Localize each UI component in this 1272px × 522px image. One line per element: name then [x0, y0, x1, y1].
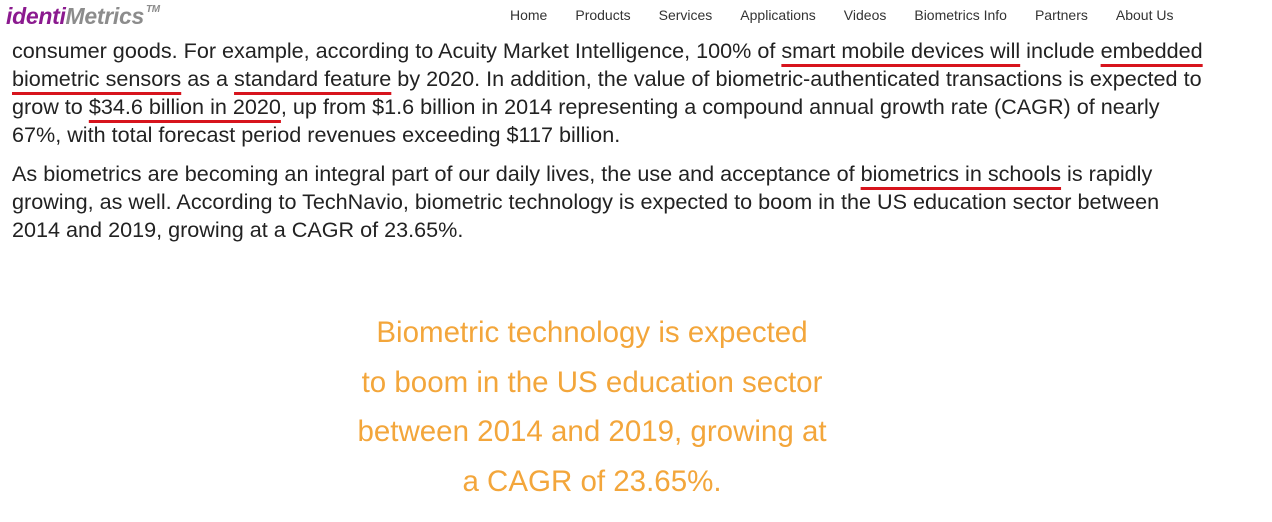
pull-quote-line: to boom in the US education sector: [361, 365, 823, 399]
nav-products[interactable]: Products: [575, 7, 631, 23]
text-span: by 2020. In addition, the value of biome…: [12, 66, 1202, 119]
logo-text-identi: identi: [6, 3, 66, 29]
site-header: identiMetrics TM Home Products Services A…: [0, 0, 1272, 36]
text-span: As biometrics are becoming an integral p…: [12, 161, 861, 186]
nav-partners[interactable]: Partners: [1034, 7, 1088, 23]
nav-about-us[interactable]: About Us: [1115, 7, 1174, 23]
nav-videos[interactable]: Videos: [843, 7, 887, 23]
text-span: consumer goods. For example, according t…: [12, 38, 782, 63]
pull-quote: Biometric technology is expected to boom…: [0, 308, 1184, 506]
text-span: is rapidly growing, as well. According t…: [12, 161, 1160, 242]
text-span: , up from $1.6 billion in 2014 represent…: [12, 94, 1160, 147]
nav-applications[interactable]: Applications: [740, 7, 816, 23]
text-span: include: [1020, 38, 1101, 63]
pull-quote-line: Biometric technology is expected: [376, 316, 808, 349]
nav-biometrics-info[interactable]: Biometrics Info: [914, 7, 1007, 23]
highlight-smart-mobile-devices: smart mobile devices will: [781, 38, 1021, 63]
nav-home[interactable]: Home: [510, 7, 548, 23]
main-nav: Home Products Services Applications Vide…: [496, 7, 1187, 23]
logo-trademark: TM: [145, 4, 160, 15]
highlight-biometrics-in-schools: biometrics in schools: [860, 161, 1062, 186]
highlight-embedded-biometric-sensors: embedded biometric sensors: [12, 38, 1203, 91]
text-span: as a: [181, 66, 235, 91]
article-paragraph-2: As biometrics are becoming an integral p…: [12, 160, 1212, 244]
nav-services[interactable]: Services: [658, 7, 713, 23]
highlight-standard-feature: standard feature: [234, 66, 392, 91]
article-paragraph-1: consumer goods. For example, according t…: [12, 37, 1212, 149]
highlight-34-6-billion: $34.6 billion in 2020: [88, 94, 281, 119]
logo-text-metrics: Metrics: [65, 3, 145, 29]
pull-quote-line: a CAGR of 23.65%.: [462, 464, 722, 498]
pull-quote-line: between 2014 and 2019, growing at: [357, 415, 827, 448]
site-logo[interactable]: identiMetrics TM: [6, 3, 160, 30]
article-body: consumer goods. For example, according t…: [12, 37, 1212, 244]
